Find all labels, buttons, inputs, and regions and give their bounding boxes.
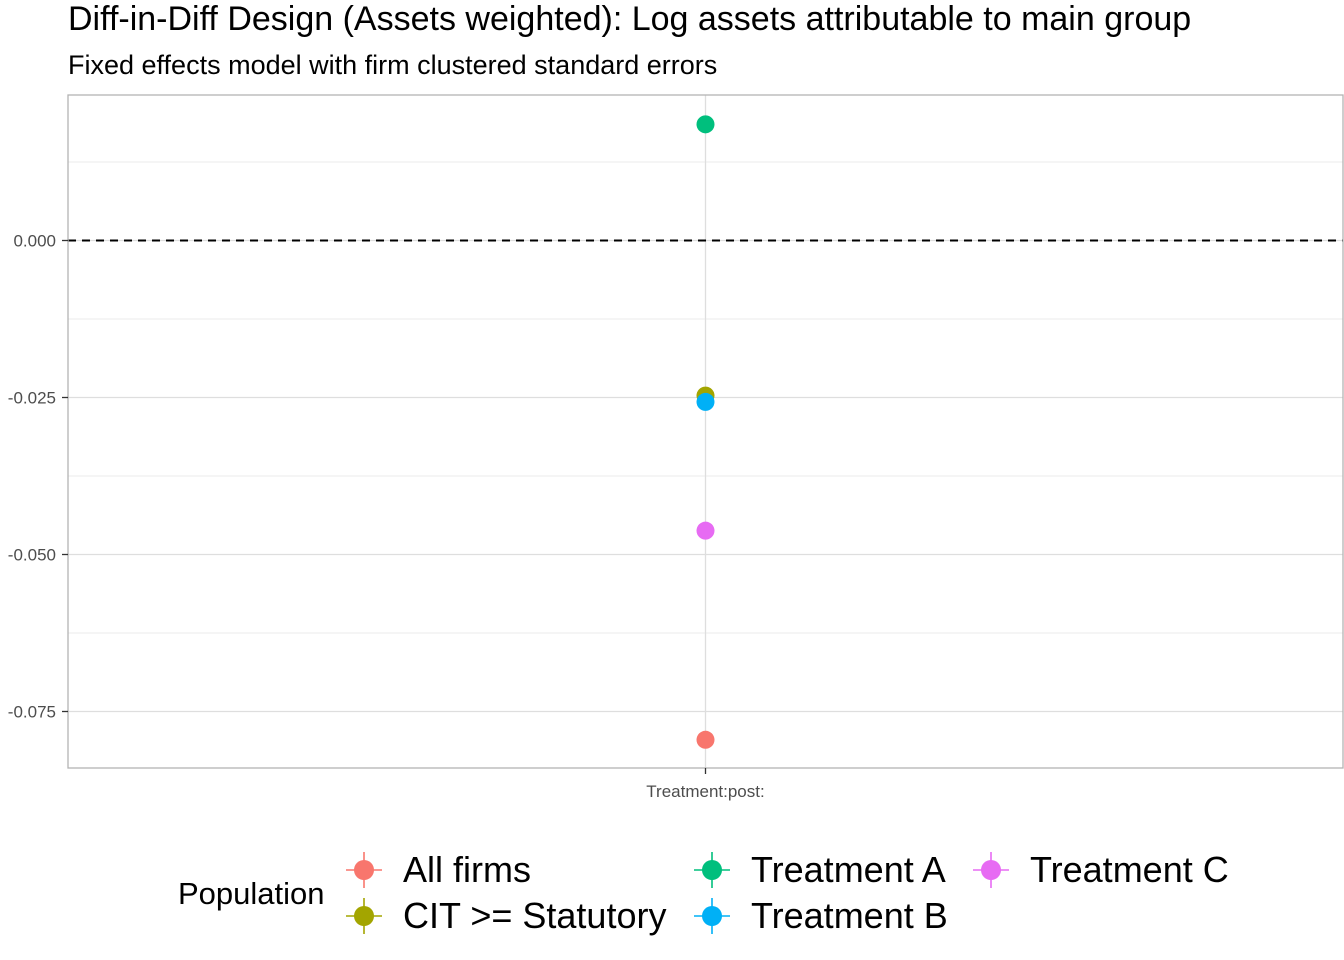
- legend-label: Treatment C: [1030, 849, 1229, 890]
- point-treatment-b: [696, 392, 715, 411]
- legend-key-dot: [354, 906, 374, 926]
- x-axis-ticks: Treatment:post:: [646, 768, 765, 801]
- y-tick-label: -0.025: [8, 389, 56, 408]
- y-tick-label: 0.000: [13, 232, 56, 251]
- legend: Population All firms CIT >= Statutory Trea…: [178, 849, 1229, 936]
- legend-label: All firms: [403, 849, 531, 890]
- grid-lines: [68, 95, 1343, 768]
- chart-subtitle: Fixed effects model with firm clustered …: [68, 50, 717, 80]
- legend-key-dot: [354, 860, 374, 880]
- legend-label: Treatment A: [751, 849, 946, 890]
- point-treatment-a: [696, 115, 715, 134]
- y-tick-label: -0.075: [8, 703, 56, 722]
- legend-item-treatment-a: Treatment A: [694, 849, 946, 890]
- plot-area: 0.000 -0.025 -0.050 -0.075 Treatment:post:: [8, 94, 1344, 801]
- legend-item-treatment-c: Treatment C: [973, 849, 1229, 890]
- legend-key-dot: [981, 860, 1001, 880]
- chart-title: Diff-in-Diff Design (Assets weighted): L…: [68, 0, 1191, 38]
- point-all-firms: [696, 730, 715, 749]
- legend-item-treatment-b: Treatment B: [694, 895, 948, 936]
- y-tick-label: -0.050: [8, 546, 56, 565]
- legend-label: Treatment B: [751, 895, 948, 936]
- data-points: [696, 115, 715, 749]
- point-treatment-c: [696, 521, 715, 540]
- legend-key-dot: [702, 906, 722, 926]
- legend-items: All firms CIT >= Statutory Treatment A Trea…: [346, 849, 1229, 936]
- legend-title: Population: [178, 876, 325, 911]
- y-axis-ticks: 0.000 -0.025 -0.050 -0.075: [8, 232, 68, 722]
- legend-item-all-firms: All firms: [346, 849, 531, 890]
- legend-item-cit-statutory: CIT >= Statutory: [346, 895, 666, 936]
- x-tick-label: Treatment:post:: [646, 782, 764, 801]
- legend-label: CIT >= Statutory: [403, 895, 666, 936]
- legend-key-dot: [702, 860, 722, 880]
